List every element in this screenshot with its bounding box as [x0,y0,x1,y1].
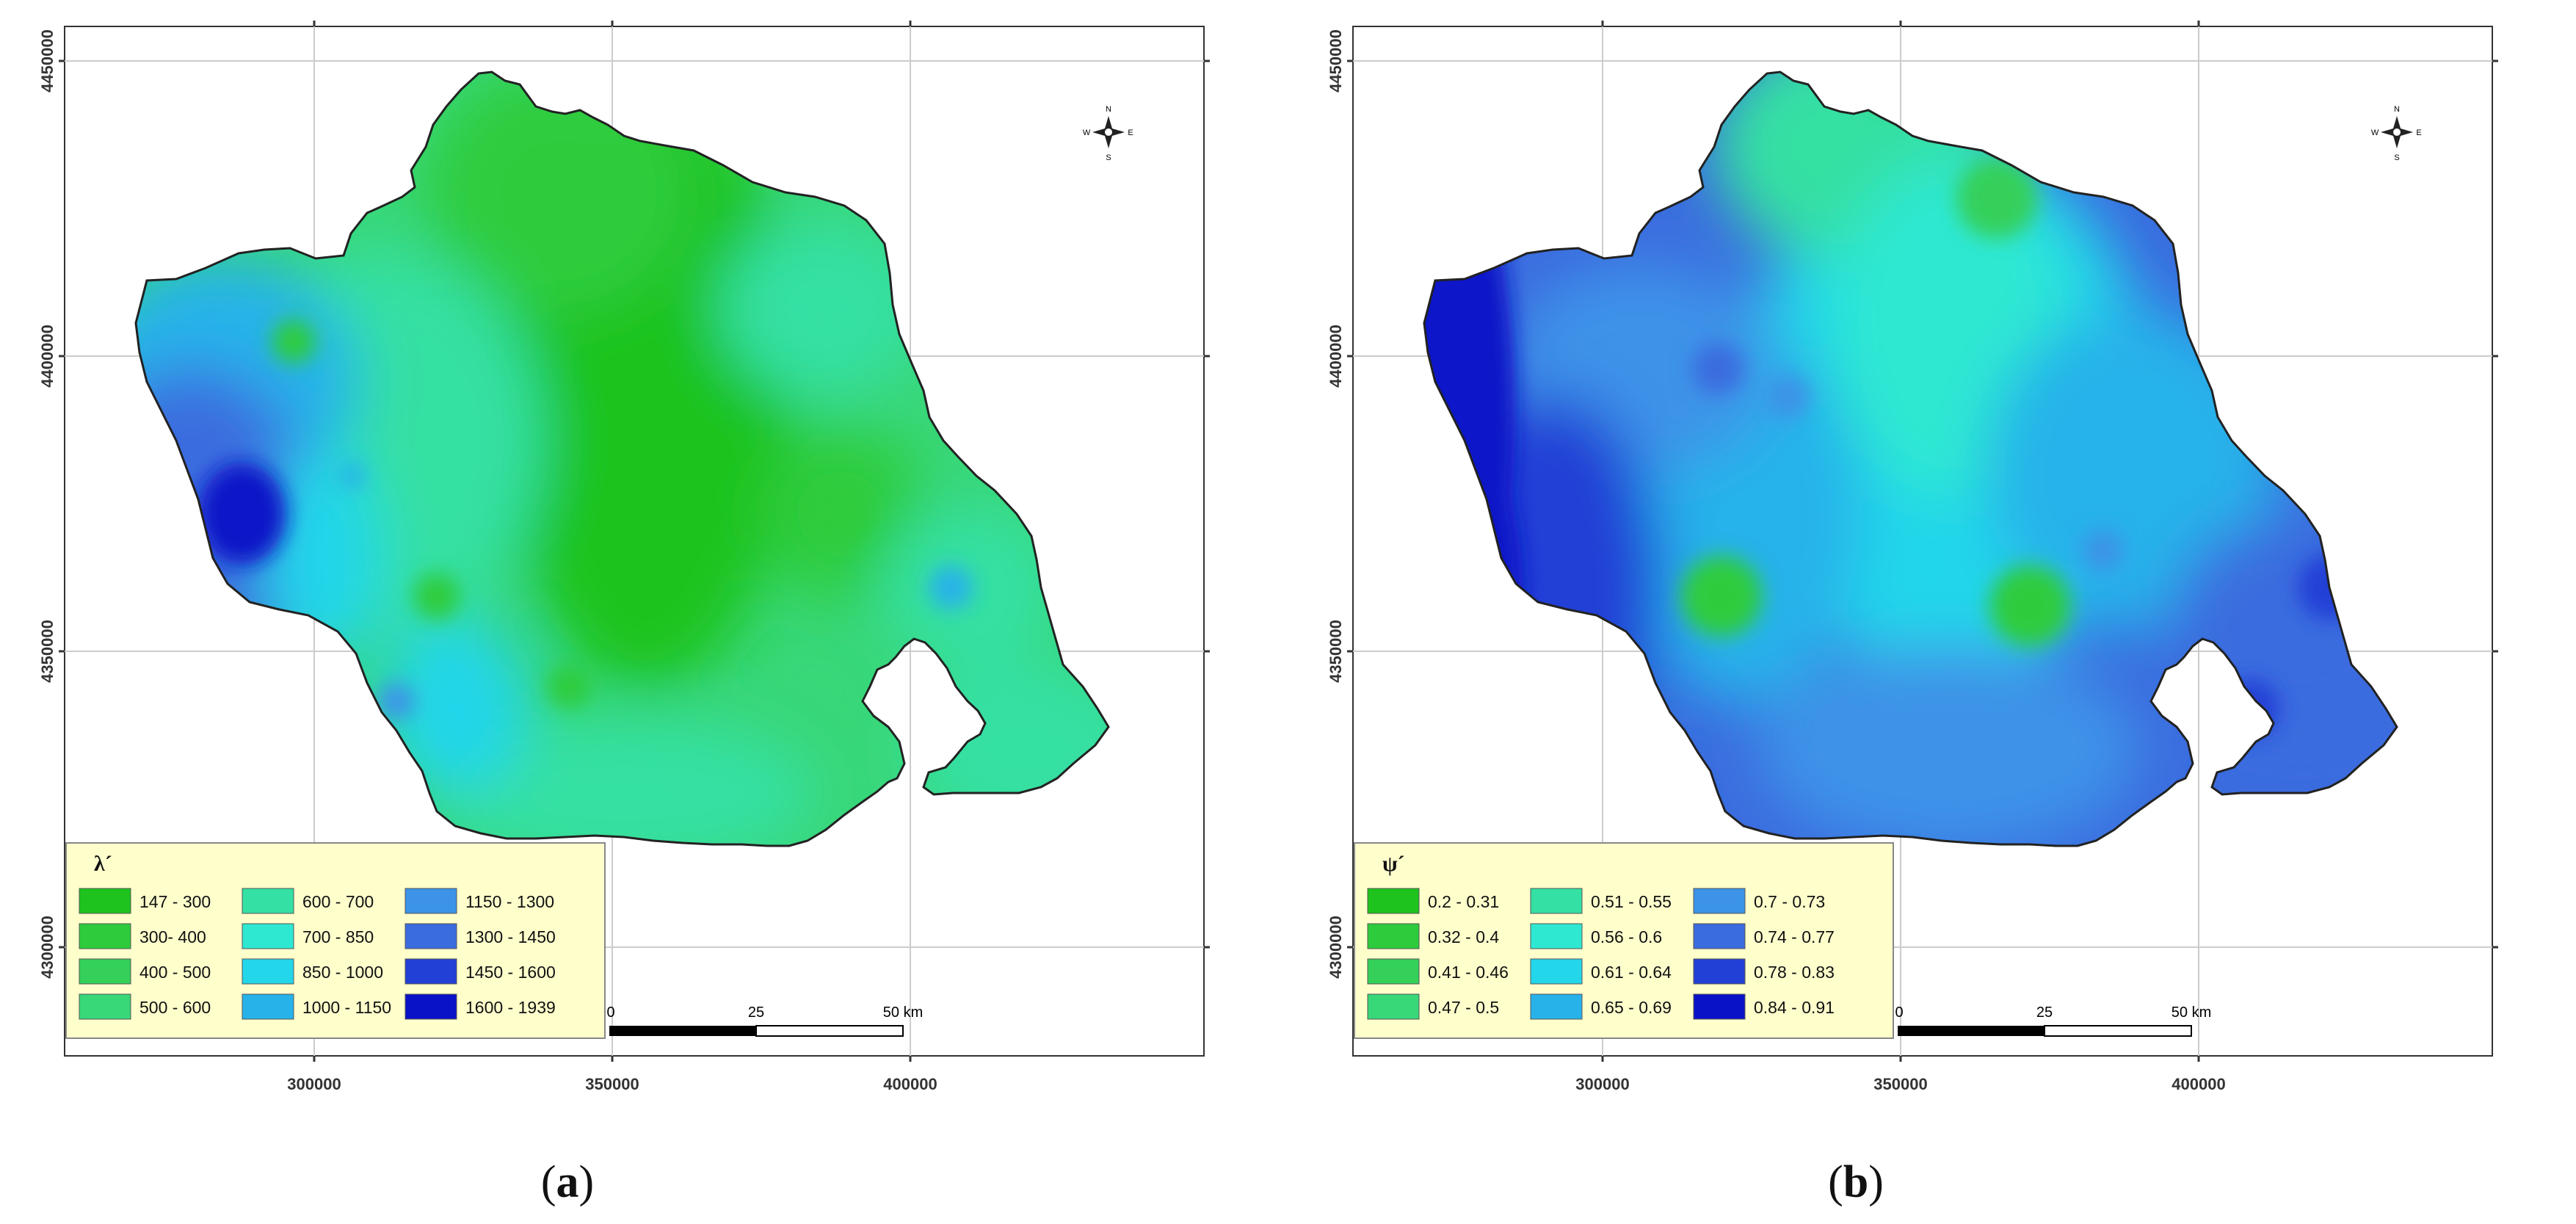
scale-bar: 0 25 50 km [606,1004,923,1037]
legend-swatch [79,958,131,985]
legend-label: 1150 - 1300 [465,892,554,911]
legend-label: 600 - 700 [302,892,374,911]
legend-label: 0.61 - 0.64 [1591,963,1672,982]
legend-label: 700 - 850 [302,927,374,946]
legend-label: 500 - 600 [139,998,211,1017]
legend-label: 850 - 1000 [302,963,383,982]
legend-swatch [404,993,457,1020]
svg-text:W: W [1083,128,1091,137]
legend-swatch [242,888,294,914]
legend-swatch [404,958,457,985]
legend-label: 0.84 - 0.91 [1754,998,1835,1017]
legend-label: 0.47 - 0.5 [1428,998,1499,1017]
legend-label: 0.65 - 0.69 [1591,998,1672,1017]
legend-swatch [1367,923,1420,949]
legend-label: 0.74 - 0.77 [1754,927,1835,946]
y-tick-labels: 4450000 4400000 4350000 4300000 [38,29,57,979]
legend-swatch [1530,958,1583,985]
legend-label: 1600 - 1939 [465,998,556,1017]
svg-text:N: N [2394,105,2400,114]
legend-swatch [1367,993,1420,1020]
legend-title: ψ´ [1382,852,1405,876]
legend-label: 1300 - 1450 [465,927,556,946]
y-tick-label: 4400000 [1327,325,1345,388]
svg-text:E: E [2416,128,2421,137]
legend: λ´ 147 - 300 300- 400 400 - 500 500 - 600 60… [65,842,606,1039]
legend-label: 1450 - 1600 [465,963,556,982]
region-outline [1423,70,2398,847]
x-tick-label: 350000 [585,1075,639,1093]
legend-label: 0.32 - 0.4 [1428,927,1499,946]
legend-swatch [1530,993,1583,1020]
legend-swatch [79,993,131,1020]
svg-text:S: S [2394,153,2399,162]
legend-swatch [404,888,457,914]
y-tick-label: 4300000 [1327,916,1345,979]
svg-text:25: 25 [748,1004,764,1021]
legend-label: 147 - 300 [139,892,211,911]
y-tick-label: 4350000 [1327,620,1345,683]
legend: ψ´ 0.2 - 0.31 0.32 - 0.4 0.41 - 0.46 0.47 -… [1354,842,1894,1039]
legend-swatch [1693,888,1746,914]
panel-caption: (b) [1828,1157,1884,1207]
panel-caption: (a) [540,1157,595,1207]
svg-text:0: 0 [606,1004,614,1021]
y-tick-label: 4300000 [38,916,57,979]
legend-swatch [1693,923,1746,949]
x-tick-labels: 300000 350000 400000 [287,1075,937,1093]
y-tick-label: 4450000 [1327,29,1345,93]
svg-text:25: 25 [2036,1004,2053,1021]
legend-label: 0.2 - 0.31 [1428,892,1499,911]
legend-label: 0.7 - 0.73 [1754,892,1825,911]
legend-label: 400 - 500 [139,963,211,982]
x-tick-label: 350000 [1873,1075,1927,1093]
x-tick-labels: 300000 350000 400000 [1575,1075,2225,1093]
x-tick-label: 400000 [883,1075,937,1093]
svg-text:50 km: 50 km [883,1004,923,1021]
legend-label: 300- 400 [139,927,206,946]
legend-label: 0.78 - 0.83 [1754,963,1835,982]
legend-swatch [1693,993,1746,1020]
x-tick-label: 400000 [2172,1075,2225,1093]
svg-text:N: N [1106,105,1111,114]
legend-label: 1000 - 1150 [302,998,391,1017]
legend-label: 0.41 - 0.46 [1428,963,1509,982]
legend-swatch [1367,888,1420,914]
north-arrow-icon: N S E W [1083,105,1133,162]
legend-swatch [1530,888,1583,914]
region-outline [134,70,1110,847]
legend-swatch [1367,958,1420,985]
legend-swatch [79,923,131,949]
y-tick-label: 4350000 [38,620,57,683]
x-tick-label: 300000 [1575,1075,1629,1093]
legend-swatch [79,888,131,914]
legend-swatch [1530,923,1583,949]
y-tick-label: 4400000 [38,325,57,388]
legend-swatch [242,993,294,1020]
legend-swatch [404,923,457,949]
x-tick-label: 300000 [287,1075,341,1093]
svg-text:E: E [1128,128,1133,137]
frame-ticks [59,21,1210,1062]
legend-label: 0.51 - 0.55 [1591,892,1672,911]
svg-text:50 km: 50 km [2172,1004,2211,1021]
y-tick-labels: 4450000 4400000 4350000 4300000 [1327,29,1345,979]
frame-ticks [1347,21,2498,1062]
y-tick-label: 4450000 [38,29,57,93]
legend-swatch [1693,958,1746,985]
svg-text:0: 0 [1895,1004,1903,1021]
north-arrow-icon: N S E W [2371,105,2422,162]
map-panel-b: 300000 350000 400000 4450000 4400000 435… [1288,0,2576,1224]
legend-title: λ´ [94,852,112,876]
scale-bar: 0 25 50 km [1895,1004,2211,1037]
svg-text:S: S [1106,153,1111,162]
legend-swatch [242,923,294,949]
map-a-svg: 300000 350000 400000 4450000 4400000 435… [38,21,1210,1093]
map-b-svg: 300000 350000 400000 4450000 4400000 435… [1327,21,2498,1093]
legend-label: 0.56 - 0.6 [1591,927,1662,946]
svg-text:W: W [2371,128,2379,137]
legend-swatch [242,958,294,985]
map-panel-a: 300000 350000 400000 4450000 4400000 435… [38,21,1210,1207]
